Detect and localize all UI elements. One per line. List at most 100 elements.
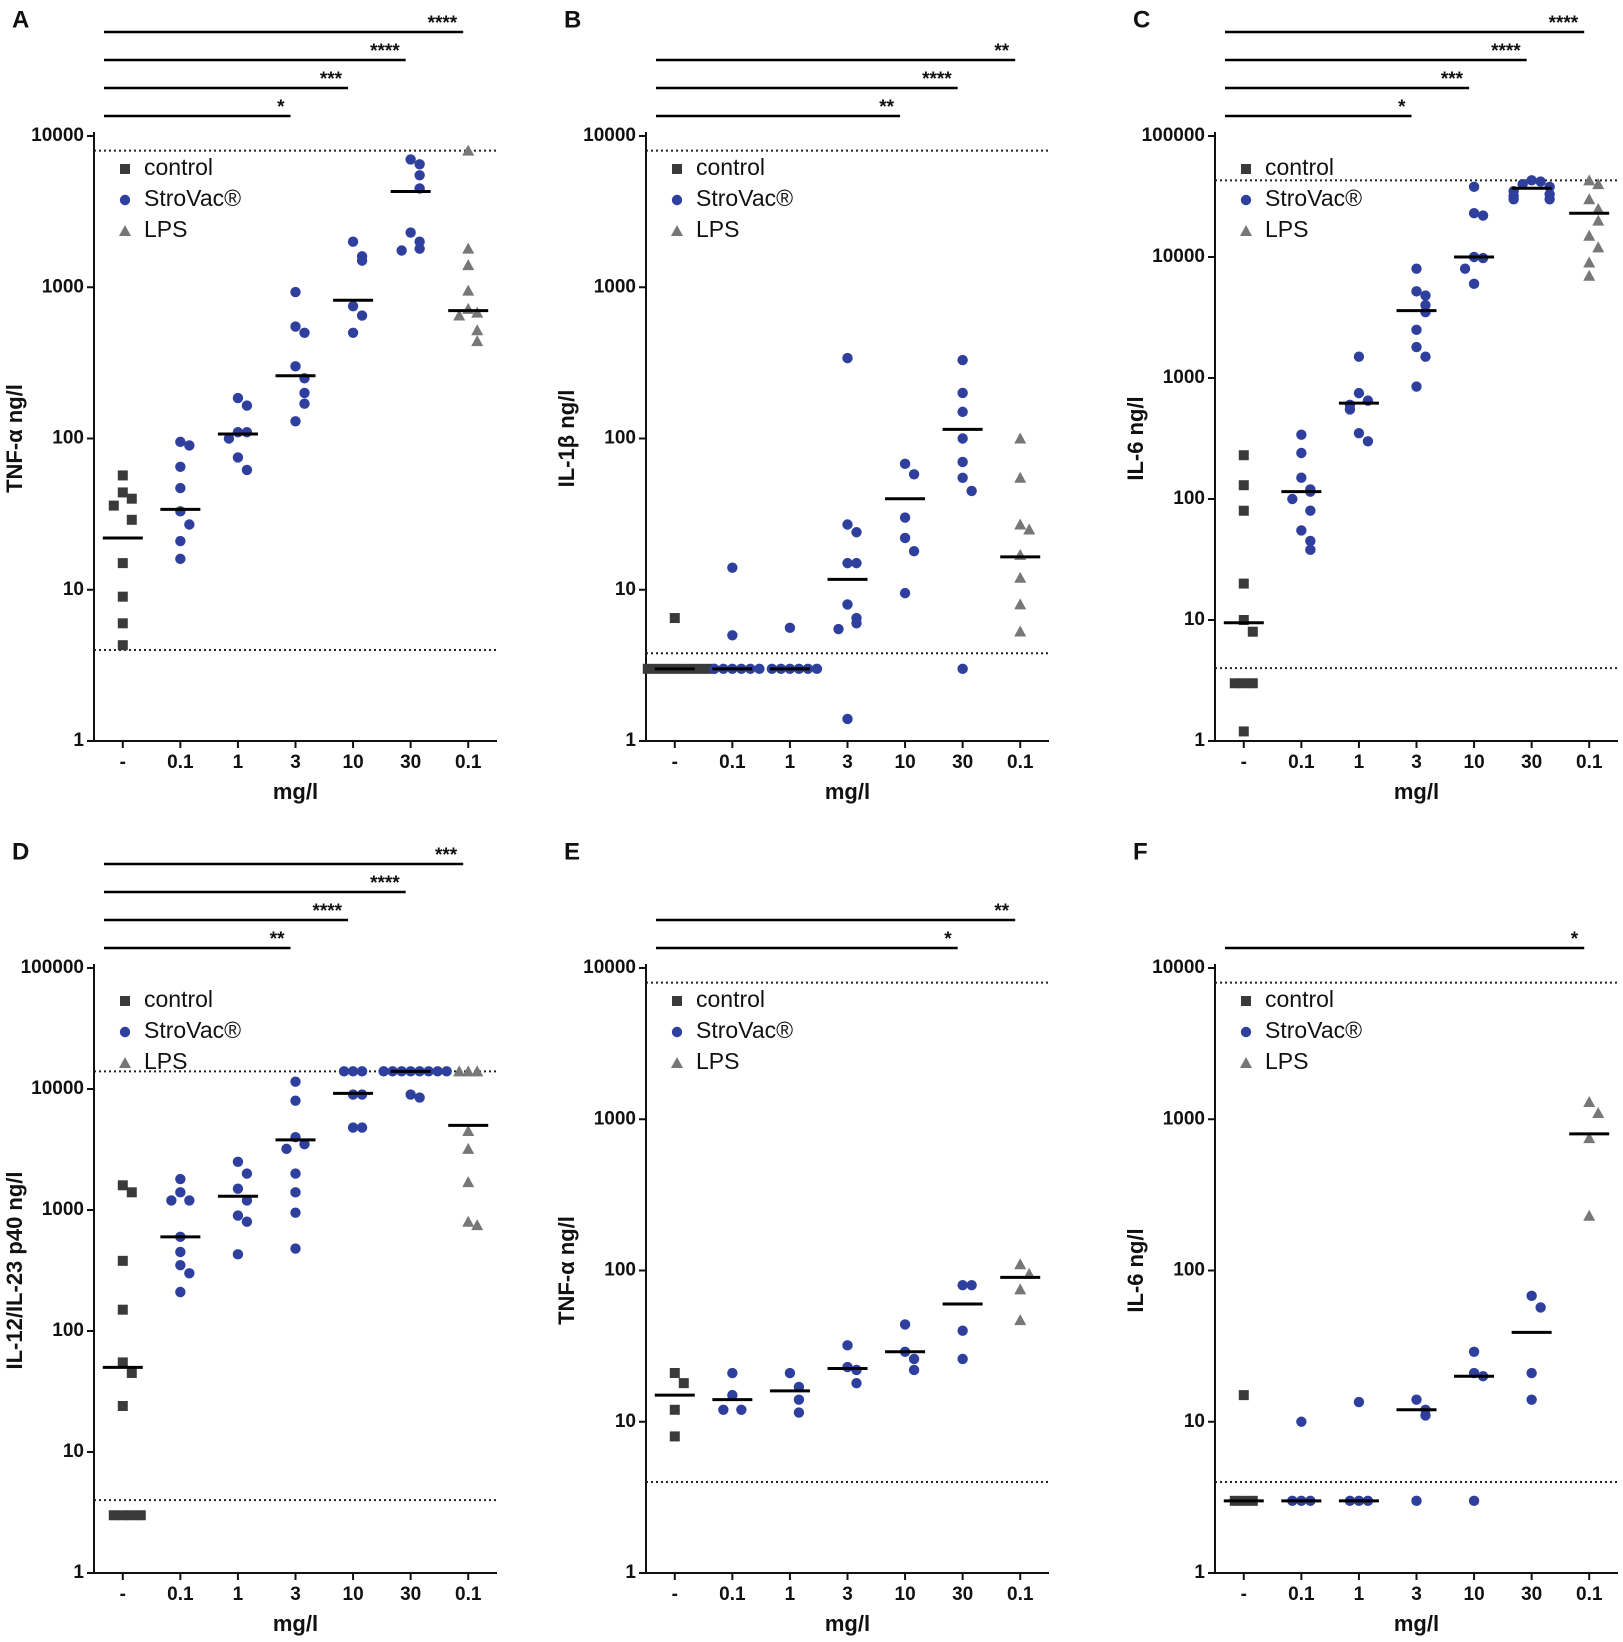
- point: [347, 1066, 359, 1077]
- point: [290, 1095, 301, 1106]
- x-tick-label: -: [120, 752, 126, 773]
- point: [462, 1124, 475, 1136]
- point: [957, 472, 968, 483]
- point: [117, 1180, 128, 1191]
- point: [1420, 351, 1431, 362]
- point: [462, 284, 475, 296]
- point: [1535, 176, 1546, 187]
- point: [842, 519, 853, 530]
- point: [671, 1026, 683, 1038]
- point: [462, 1215, 475, 1227]
- point: [1353, 1396, 1365, 1408]
- point: [290, 1207, 301, 1218]
- point: [1583, 269, 1596, 281]
- x-tick-label: 0.1: [1007, 1584, 1034, 1605]
- significance-label: **: [994, 41, 1009, 62]
- point: [290, 321, 301, 332]
- point: [1583, 193, 1596, 205]
- point: [120, 164, 130, 174]
- point: [432, 1066, 443, 1077]
- point: [1535, 1302, 1546, 1313]
- point: [1592, 214, 1605, 226]
- point: [1296, 429, 1307, 440]
- point: [405, 154, 416, 165]
- x-tick-label: -: [1241, 752, 1247, 773]
- point: [1583, 1096, 1596, 1108]
- point: [1420, 1410, 1431, 1421]
- point: [453, 309, 466, 321]
- y-tick-label: 1: [73, 730, 84, 751]
- point: [117, 558, 128, 569]
- point: [727, 1367, 738, 1379]
- x-tick-label: 0.1: [455, 752, 482, 773]
- point: [184, 1268, 195, 1279]
- legend-label: LPS: [1265, 1048, 1308, 1074]
- point: [1544, 194, 1555, 205]
- significance-label: ***: [320, 69, 343, 90]
- point: [1296, 1416, 1307, 1427]
- point: [1014, 432, 1027, 444]
- point: [1526, 175, 1537, 186]
- point: [396, 245, 407, 256]
- point: [1583, 229, 1596, 241]
- point: [1238, 450, 1249, 461]
- point: [1014, 571, 1027, 583]
- x-axis-label: mg/l: [273, 1611, 318, 1636]
- point: [842, 352, 853, 364]
- significance-label: **: [879, 97, 894, 118]
- point: [184, 440, 195, 451]
- point: [166, 1195, 177, 1206]
- point: [1305, 544, 1316, 556]
- x-tick-label: 0.1: [1288, 752, 1315, 773]
- x-tick-label: 0.1: [1576, 752, 1603, 773]
- y-tick-label: 10000: [583, 125, 636, 146]
- point: [727, 630, 738, 641]
- point: [184, 1195, 195, 1206]
- point: [1287, 493, 1298, 505]
- panel: E 1 10 100 1000 10000 - 0.1 1 3 10 30 0.1 mg/l TNF-α n…: [554, 838, 1049, 1636]
- y-axis-label: TNF-α ng/l: [554, 1216, 579, 1325]
- y-tick-label: 1: [625, 1562, 636, 1583]
- y-tick-label: 1000: [594, 276, 636, 297]
- point: [1014, 518, 1027, 530]
- point: [1014, 625, 1027, 637]
- point: [338, 1066, 350, 1077]
- y-tick-label: 10: [63, 579, 84, 600]
- y-tick-label: 10: [615, 1411, 636, 1432]
- significance-label: ****: [370, 41, 400, 62]
- point: [957, 433, 968, 444]
- point: [1583, 1209, 1596, 1221]
- point: [347, 236, 359, 247]
- legend-label: control: [1265, 154, 1334, 180]
- y-tick-label: 1: [1194, 730, 1205, 751]
- point: [117, 618, 128, 629]
- point: [119, 194, 131, 206]
- point: [1362, 436, 1374, 447]
- point: [471, 324, 484, 336]
- point: [1411, 1394, 1422, 1405]
- point: [1583, 1132, 1596, 1144]
- legend-label: StroVac®: [144, 1017, 241, 1043]
- point: [1583, 256, 1596, 268]
- point: [957, 663, 968, 675]
- point: [957, 1353, 968, 1365]
- point: [842, 599, 853, 610]
- point: [908, 545, 920, 557]
- significance-label: ****: [312, 901, 342, 922]
- significance-label: *: [277, 97, 285, 118]
- point: [356, 1066, 368, 1077]
- y-tick-label: 10000: [583, 957, 636, 978]
- point: [1296, 447, 1307, 459]
- point: [696, 663, 707, 674]
- point: [1477, 210, 1489, 221]
- significance-label: ****: [1491, 41, 1521, 62]
- y-axis-label: IL-6 ng/l: [1123, 1228, 1148, 1312]
- y-tick-label: 10000: [31, 125, 84, 146]
- legend-label: StroVac®: [696, 1017, 793, 1043]
- legend-label: LPS: [1265, 216, 1308, 242]
- x-tick-label: 10: [895, 1584, 916, 1605]
- point: [108, 1510, 119, 1521]
- point: [1468, 1346, 1480, 1358]
- significance-label: **: [994, 901, 1009, 922]
- y-tick-label: 1000: [1163, 367, 1205, 388]
